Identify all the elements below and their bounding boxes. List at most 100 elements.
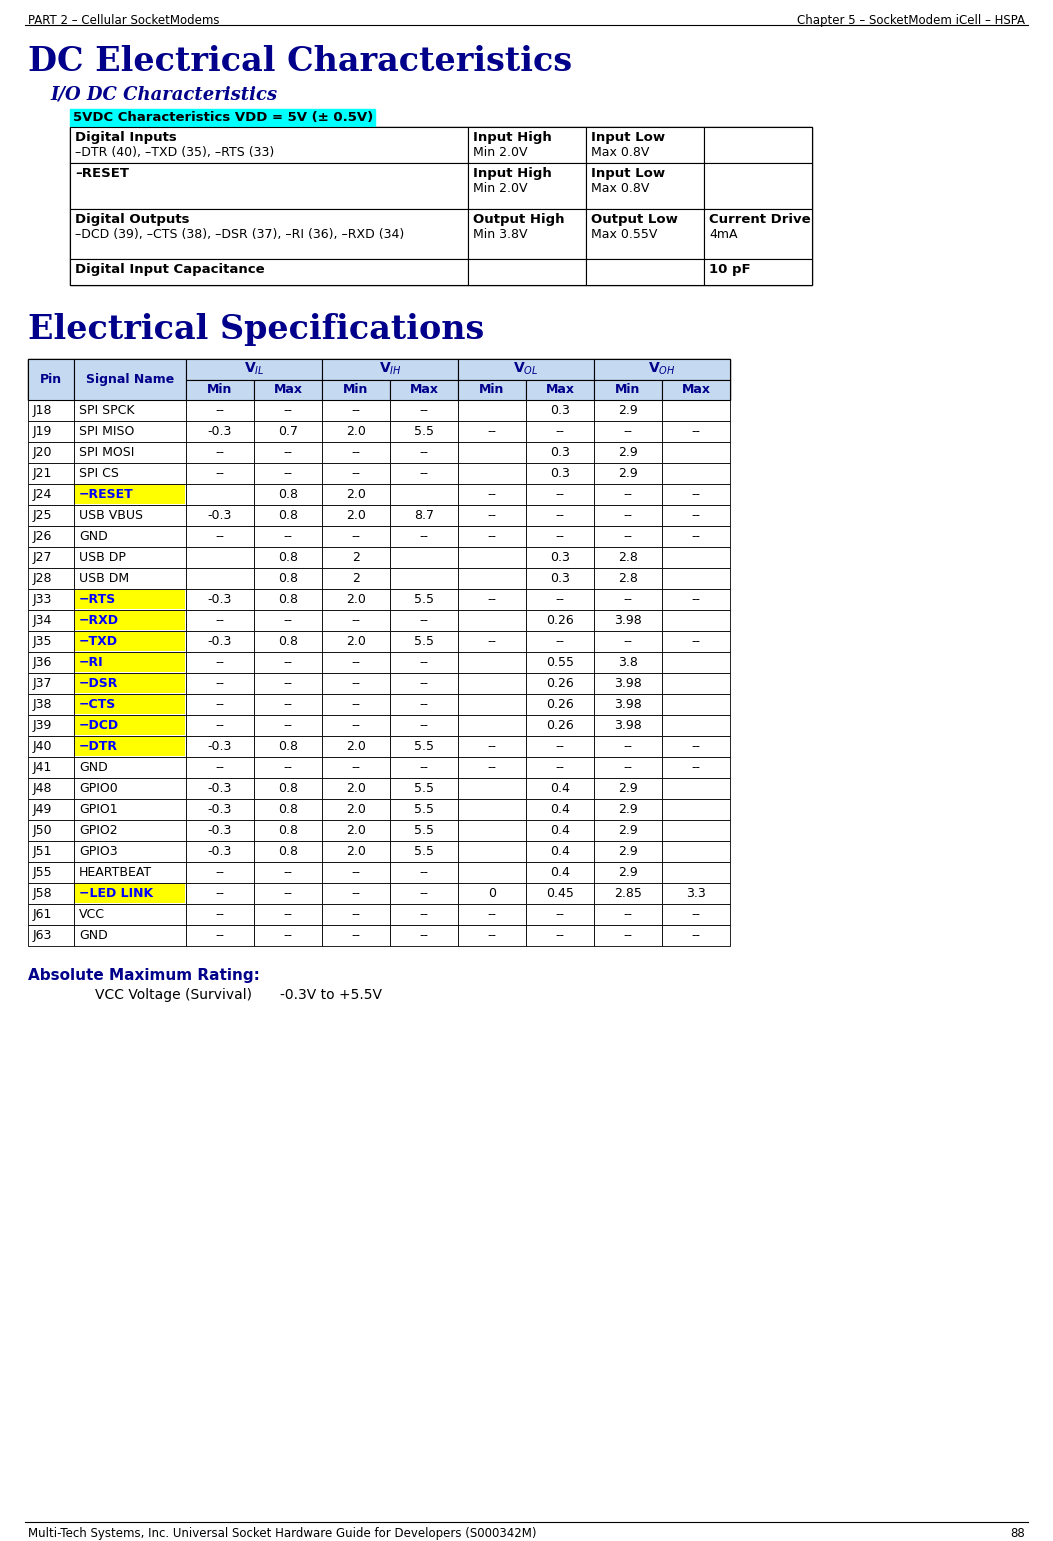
Bar (74, 905, 186, 925)
Bar (254, 798, 322, 820)
Bar (74, 693, 186, 715)
Bar (254, 421, 322, 442)
Bar (254, 757, 322, 778)
Bar (28, 421, 74, 442)
Text: --: -- (283, 656, 293, 669)
Text: J35: J35 (33, 635, 53, 649)
Bar (594, 462, 662, 484)
Bar (458, 484, 526, 505)
Text: –DTR (40), –TXD (35), –RTS (33): –DTR (40), –TXD (35), –RTS (33) (75, 146, 274, 159)
Text: Input High: Input High (473, 166, 552, 180)
Text: 5.5: 5.5 (414, 824, 434, 837)
Bar (28, 569, 74, 589)
Text: --: -- (419, 467, 429, 479)
Text: 0.7: 0.7 (278, 425, 298, 438)
Bar (526, 861, 594, 883)
Bar (28, 757, 74, 778)
Text: 2.0: 2.0 (346, 781, 366, 795)
Bar (186, 841, 254, 861)
Bar (74, 401, 186, 421)
Text: 2.9: 2.9 (618, 824, 638, 837)
Bar (594, 525, 662, 547)
Text: J19: J19 (33, 425, 53, 438)
Bar (186, 401, 254, 421)
Bar (587, 163, 704, 210)
Text: Electrical Specifications: Electrical Specifications (28, 313, 484, 347)
Bar (390, 381, 458, 401)
Bar (662, 778, 730, 798)
Text: -0.3: -0.3 (207, 509, 233, 522)
Bar (662, 737, 730, 757)
Bar (322, 673, 390, 693)
Text: Min: Min (615, 384, 640, 396)
Bar (662, 820, 730, 841)
Bar (254, 737, 322, 757)
Text: Max: Max (274, 384, 302, 396)
Text: Signal Name: Signal Name (86, 373, 174, 385)
Text: 2.0: 2.0 (346, 844, 366, 858)
Text: −CTS: −CTS (79, 698, 116, 710)
Bar (322, 925, 390, 946)
Text: Output Low: Output Low (591, 213, 678, 227)
Text: 3.98: 3.98 (614, 676, 642, 690)
Bar (254, 401, 322, 421)
Bar (390, 484, 458, 505)
Bar (74, 589, 186, 610)
Text: --: -- (216, 467, 224, 479)
Text: HEARTBEAT: HEARTBEAT (79, 866, 152, 878)
Bar (458, 798, 526, 820)
Bar (254, 883, 322, 905)
Bar (322, 883, 390, 905)
Bar (458, 442, 526, 462)
Bar (75, 653, 185, 672)
Text: Input Low: Input Low (591, 131, 665, 143)
Text: J26: J26 (33, 530, 53, 542)
Bar (587, 210, 704, 259)
Bar (458, 547, 526, 569)
Text: 0.55: 0.55 (547, 656, 574, 669)
Bar (69, 109, 375, 126)
Text: J37: J37 (33, 676, 53, 690)
Bar (458, 421, 526, 442)
Text: --: -- (488, 740, 497, 754)
Text: --: -- (419, 676, 429, 690)
Bar (254, 589, 322, 610)
Text: J50: J50 (33, 824, 53, 837)
Bar (594, 737, 662, 757)
Text: VCC: VCC (79, 908, 105, 922)
Bar (322, 757, 390, 778)
Text: --: -- (419, 530, 429, 542)
Text: J40: J40 (33, 740, 53, 754)
Text: Max 0.8V: Max 0.8V (591, 182, 650, 196)
Text: Input High: Input High (473, 131, 552, 143)
Text: 2.9: 2.9 (618, 844, 638, 858)
Bar (322, 589, 390, 610)
Text: Chapter 5 – SocketModem iCell – HSPA: Chapter 5 – SocketModem iCell – HSPA (797, 14, 1025, 28)
Bar (594, 883, 662, 905)
Bar (74, 841, 186, 861)
Bar (458, 925, 526, 946)
Bar (526, 525, 594, 547)
Text: --: -- (216, 698, 224, 710)
Text: 5VDC Characteristics VDD = 5V (± 0.5V): 5VDC Characteristics VDD = 5V (± 0.5V) (73, 111, 373, 123)
Bar (322, 737, 390, 757)
Bar (186, 798, 254, 820)
Bar (587, 259, 704, 285)
Bar (390, 505, 458, 525)
Bar (458, 778, 526, 798)
Text: Pin: Pin (40, 373, 62, 385)
Text: J33: J33 (33, 593, 53, 606)
Text: USB DP: USB DP (79, 552, 126, 564)
Bar (458, 883, 526, 905)
Bar (186, 715, 254, 737)
Text: J55: J55 (33, 866, 53, 878)
Bar (322, 630, 390, 652)
Text: --: -- (488, 488, 497, 501)
Bar (390, 820, 458, 841)
Bar (390, 652, 458, 673)
Bar (254, 630, 322, 652)
Bar (322, 861, 390, 883)
Bar (69, 210, 468, 259)
Text: --: -- (419, 761, 429, 774)
Bar (186, 925, 254, 946)
